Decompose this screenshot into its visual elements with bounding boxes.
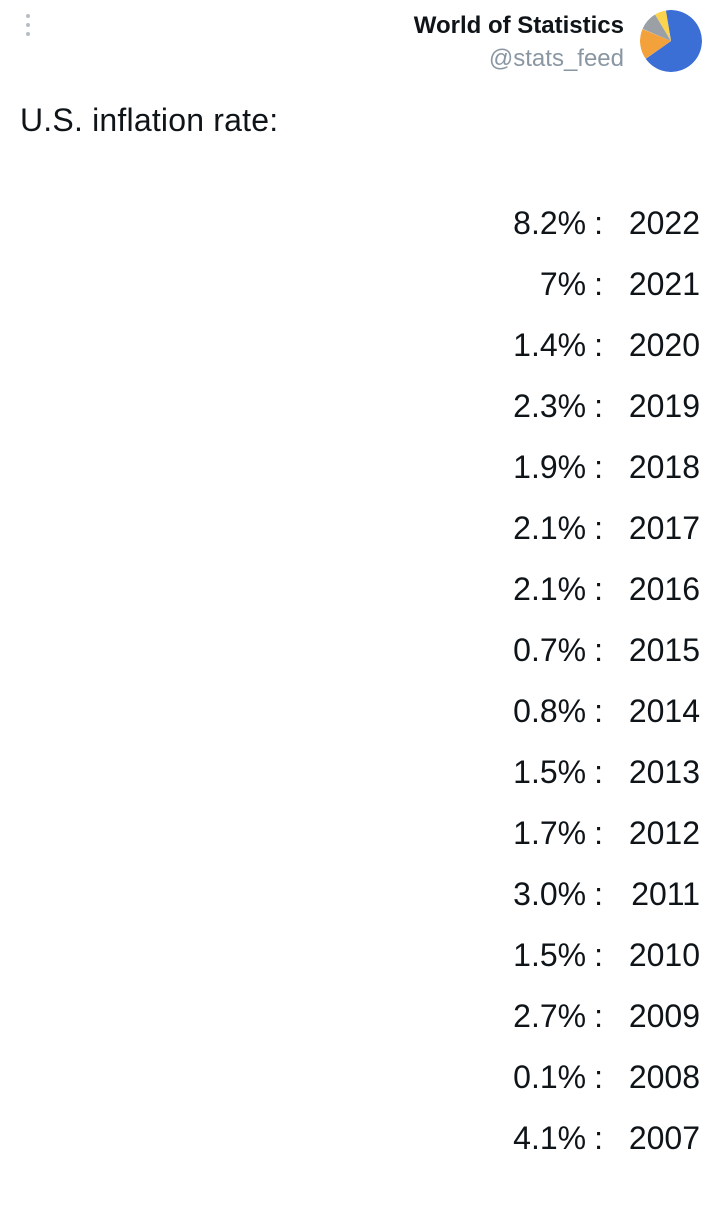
inflation-row: 1.4% :2020	[0, 315, 700, 376]
separator: :	[586, 329, 605, 361]
display-name: World of Statistics	[414, 12, 624, 41]
separator: :	[586, 756, 605, 788]
more-options-button[interactable]	[26, 14, 30, 36]
inflation-row: 2.1% :2016	[0, 559, 700, 620]
year-value: 2017	[605, 512, 700, 544]
inflation-row: 1.7% :2012	[0, 803, 700, 864]
inflation-row: 4.1% :2007	[0, 1108, 700, 1169]
separator: :	[586, 512, 605, 544]
rate-value: 8.2%	[513, 207, 586, 239]
post-title: U.S. inflation rate:	[0, 80, 720, 139]
year-value: 2013	[605, 756, 700, 788]
year-value: 2009	[605, 1000, 700, 1032]
author-block[interactable]: World of Statistics @stats_feed	[414, 12, 624, 74]
inflation-row: 1.5% :2010	[0, 925, 700, 986]
year-value: 2022	[605, 207, 700, 239]
tweet-header: World of Statistics @stats_feed	[0, 0, 720, 80]
separator: :	[586, 207, 605, 239]
inflation-row: 2.1% :2017	[0, 498, 700, 559]
rate-value: 2.1%	[513, 573, 586, 605]
inflation-row: 1.9% :2018	[0, 437, 700, 498]
rate-value: 7%	[540, 268, 586, 300]
rate-value: 1.9%	[513, 451, 586, 483]
inflation-row: 2.3% :2019	[0, 376, 700, 437]
separator: :	[586, 878, 605, 910]
separator: :	[586, 695, 605, 727]
year-value: 2010	[605, 939, 700, 971]
separator: :	[586, 817, 605, 849]
inflation-row: 8.2% :2022	[0, 193, 700, 254]
rate-value: 1.7%	[513, 817, 586, 849]
separator: :	[586, 1122, 605, 1154]
avatar-pie-icon[interactable]	[640, 10, 702, 72]
year-value: 2008	[605, 1061, 700, 1093]
inflation-list: 8.2% :20227% :20211.4% :20202.3% :20191.…	[0, 139, 720, 1169]
year-value: 2018	[605, 451, 700, 483]
separator: :	[586, 634, 605, 666]
separator: :	[586, 939, 605, 971]
separator: :	[586, 1000, 605, 1032]
rate-value: 0.7%	[513, 634, 586, 666]
separator: :	[586, 390, 605, 422]
year-value: 2015	[605, 634, 700, 666]
year-value: 2007	[605, 1122, 700, 1154]
inflation-row: 0.1% :2008	[0, 1047, 700, 1108]
rate-value: 4.1%	[513, 1122, 586, 1154]
rate-value: 1.5%	[513, 756, 586, 788]
year-value: 2016	[605, 573, 700, 605]
year-value: 2019	[605, 390, 700, 422]
rate-value: 0.8%	[513, 695, 586, 727]
inflation-row: 1.5% :2013	[0, 742, 700, 803]
rate-value: 1.4%	[513, 329, 586, 361]
rate-value: 2.3%	[513, 390, 586, 422]
rate-value: 3.0%	[513, 878, 586, 910]
inflation-row: 2.7% :2009	[0, 986, 700, 1047]
rate-value: 2.1%	[513, 512, 586, 544]
year-value: 2014	[605, 695, 700, 727]
inflation-row: 0.7% :2015	[0, 620, 700, 681]
inflation-row: 3.0% :2011	[0, 864, 700, 925]
handle: @stats_feed	[414, 43, 624, 74]
year-value: 2011	[605, 878, 700, 910]
rate-value: 2.7%	[513, 1000, 586, 1032]
year-value: 2021	[605, 268, 700, 300]
separator: :	[586, 451, 605, 483]
rate-value: 1.5%	[513, 939, 586, 971]
separator: :	[586, 1061, 605, 1093]
rate-value: 0.1%	[513, 1061, 586, 1093]
inflation-row: 7% :2021	[0, 254, 700, 315]
separator: :	[586, 268, 605, 300]
year-value: 2012	[605, 817, 700, 849]
separator: :	[586, 573, 605, 605]
inflation-row: 0.8% :2014	[0, 681, 700, 742]
year-value: 2020	[605, 329, 700, 361]
